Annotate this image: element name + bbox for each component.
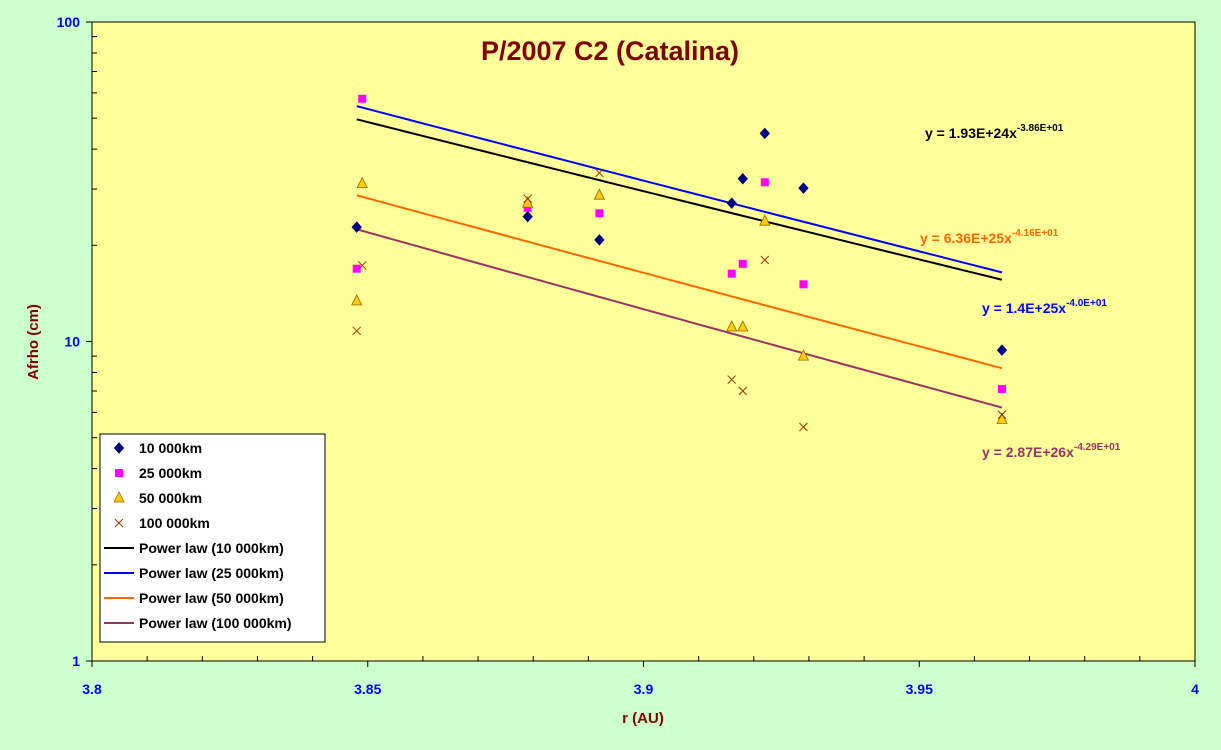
point-series-2	[595, 209, 604, 218]
legend-label: 50 000km	[139, 490, 202, 506]
point-series-4	[352, 326, 362, 336]
trendline-equation-1: y = 1.93E+24x-3.86E+01	[925, 123, 1064, 141]
legend-marker-1	[113, 442, 125, 454]
point-series-2	[799, 280, 808, 289]
point-series-2	[997, 385, 1006, 394]
x-tick-label: 3.85	[354, 681, 381, 697]
trendline-equation-3: y = 6.36E+25x-4.16E+01	[920, 228, 1059, 246]
point-series-4	[997, 410, 1007, 420]
point-series-1	[996, 344, 1008, 356]
x-marker-stroke	[523, 194, 533, 203]
legend-box	[99, 433, 326, 643]
point-series-3	[759, 214, 771, 226]
point-series-1	[798, 182, 809, 194]
point-series-2	[358, 94, 367, 103]
legend-label: 10 000km	[139, 440, 202, 456]
legend-label: Power law (50 000km)	[139, 590, 284, 606]
point-series-4	[523, 194, 533, 203]
x-marker-stroke	[357, 261, 367, 270]
point-series-3	[996, 412, 1008, 424]
point-series-4	[799, 422, 808, 432]
legend-marker-4	[114, 518, 124, 528]
point-series-2	[727, 269, 736, 278]
point-series-1	[759, 127, 771, 140]
y-axis-label: Afrho (cm)	[25, 304, 42, 380]
trendline-equations: y = 1.93E+24x-3.86E+01 y = 1.4E+25x-4.0E+…	[920, 123, 1121, 460]
x-tick-label: 3.95	[906, 681, 933, 697]
point-series-2	[523, 203, 532, 212]
x-tick-label: 4	[1191, 681, 1199, 697]
legend-marker-2	[115, 469, 123, 477]
point-series-1	[594, 234, 605, 246]
legend-marker-3	[113, 491, 125, 503]
x-marker-stroke	[114, 518, 124, 528]
point-series-2	[760, 178, 769, 187]
y-tick-label: 1	[72, 653, 80, 669]
point-series-2	[352, 264, 361, 273]
legend-label: 100 000km	[139, 515, 210, 531]
trendline-4	[356, 228, 1003, 409]
legend-label: Power law (25 000km)	[139, 565, 284, 581]
point-series-1	[737, 173, 748, 185]
x-tick-label: 3.8	[82, 681, 102, 697]
trendline-equation-2: y = 1.4E+25x-4.0E+01	[982, 298, 1107, 316]
data-points	[351, 94, 1008, 432]
y-tick-label: 10	[64, 334, 80, 350]
x-marker-stroke	[595, 168, 604, 178]
legend-label: Power law (100 000km)	[139, 615, 292, 631]
point-series-1	[726, 197, 737, 209]
chart-title: P/2007 C2 (Catalina)	[481, 36, 739, 66]
axes: 3.8 3.85 3.9 3.95 4 1 10 100	[57, 14, 1199, 697]
point-series-3	[737, 320, 749, 332]
legend-label: Power law (10 000km)	[139, 540, 284, 556]
point-series-1	[522, 210, 533, 223]
point-series-4	[595, 168, 604, 178]
point-series-1	[351, 221, 362, 233]
trendline-equation-4: y = 2.87E+26x-4.29E+01	[982, 442, 1121, 460]
point-series-3	[351, 293, 363, 306]
point-series-3	[726, 320, 738, 332]
x-marker-stroke	[738, 386, 748, 396]
x-marker-stroke	[760, 255, 770, 265]
point-series-3	[593, 188, 606, 200]
trendline-3	[356, 194, 1003, 370]
x-marker-stroke	[352, 326, 362, 336]
point-series-3	[356, 176, 368, 189]
trendline-2	[356, 105, 1003, 274]
x-marker-stroke	[997, 410, 1007, 420]
point-series-4	[357, 261, 367, 270]
x-tick-label: 3.9	[634, 681, 654, 697]
x-marker-stroke	[799, 422, 808, 432]
point-series-4	[738, 386, 748, 396]
x-axis-label: r (AU)	[622, 710, 664, 727]
y-tick-label: 100	[57, 14, 81, 30]
trendlines	[356, 105, 1003, 409]
point-series-4	[727, 375, 737, 384]
point-series-4	[760, 255, 770, 265]
point-series-3	[522, 196, 534, 208]
legend-label: 25 000km	[139, 465, 202, 481]
trendline-1	[356, 118, 1003, 281]
point-series-3	[797, 349, 810, 361]
legend: 10 000km 25 000km 50 000km 100 000km Power l…	[99, 433, 326, 643]
point-series-2	[738, 259, 747, 268]
x-marker-stroke	[727, 375, 737, 384]
